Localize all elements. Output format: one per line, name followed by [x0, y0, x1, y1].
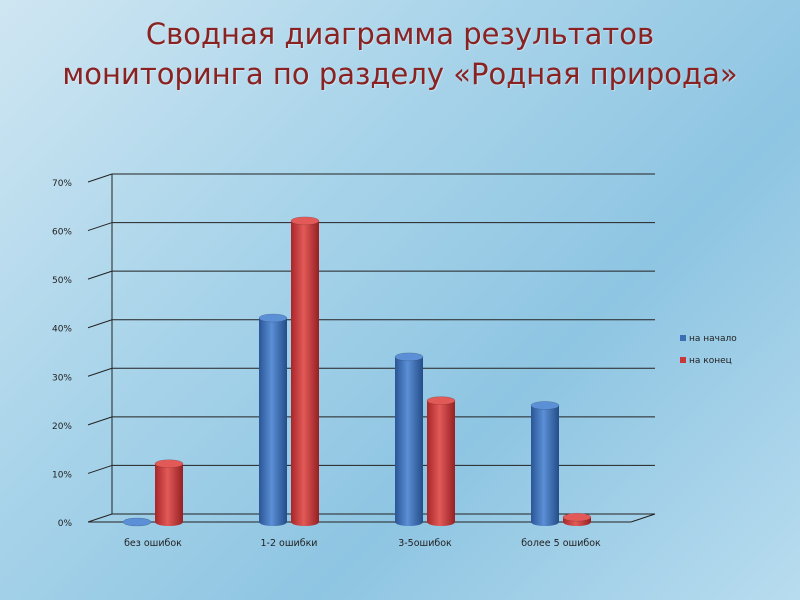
bar-body: [155, 463, 183, 526]
x-axis: без ошибок 1-2 ошибки 3-5ошибок более 5 оши…: [124, 538, 601, 549]
y-tick-label: 60%: [52, 228, 72, 238]
y-tick-label: 0%: [58, 519, 73, 529]
y-tick-label: 50%: [52, 276, 72, 286]
category-label: 1-2 ошибки: [261, 538, 318, 549]
legend-swatch: [680, 357, 686, 363]
bar-series2-3: [562, 512, 592, 526]
bar-top: [122, 517, 152, 527]
bar-top: [258, 313, 288, 323]
legend-label: на конец: [689, 356, 732, 366]
page-title: Сводная диаграмма результатов мониторинг…: [62, 17, 738, 91]
y-tick-label: 70%: [52, 179, 72, 189]
bar-body: [395, 356, 423, 526]
legend-swatch: [680, 335, 686, 341]
y-tick-label: 10%: [52, 470, 72, 480]
category-label: 3-5ошибок: [398, 538, 452, 549]
floor-side-line: [630, 513, 656, 523]
y-axis: 0% 10% 20% 30% 40% 50% 60% 70%: [52, 179, 72, 529]
bar-body: [291, 220, 319, 526]
gridline-diagonal: [87, 270, 113, 280]
gridline-diagonal: [87, 173, 113, 183]
legend-label: на начало: [689, 334, 737, 344]
gridline-diagonal: [87, 513, 113, 523]
gridline-diagonal: [87, 367, 113, 377]
legend: на начало на конец: [680, 334, 737, 366]
bar-series1-3: [530, 401, 560, 526]
bar-series1-2: [394, 352, 424, 526]
bar-top: [530, 401, 560, 410]
gridline-diagonal: [87, 222, 113, 232]
bar-body: [259, 318, 287, 526]
y-tick-label: 40%: [52, 325, 72, 335]
bar-top: [562, 512, 592, 522]
bar-top: [290, 216, 320, 226]
bar-top: [394, 352, 424, 362]
bar-series2-2: [426, 396, 456, 526]
y-tick-label: 20%: [52, 422, 72, 432]
bar-top: [426, 396, 456, 405]
gridline-diagonal: [87, 319, 113, 329]
bars-layer: [122, 216, 592, 527]
bar-body: [531, 405, 559, 526]
gridline-diagonal: [87, 416, 113, 426]
bar-series1-0: [122, 517, 152, 527]
bar-series2-0: [154, 459, 184, 526]
category-label: более 5 ошибок: [521, 538, 601, 549]
bar-body: [427, 400, 455, 526]
bar-series2-1: [290, 216, 320, 526]
category-label: без ошибок: [124, 538, 182, 549]
bar-series1-1: [258, 313, 288, 526]
grid-layer: [87, 173, 656, 523]
y-tick-label: 30%: [52, 373, 72, 383]
gridline-diagonal: [87, 464, 113, 474]
bar-top: [154, 459, 184, 468]
